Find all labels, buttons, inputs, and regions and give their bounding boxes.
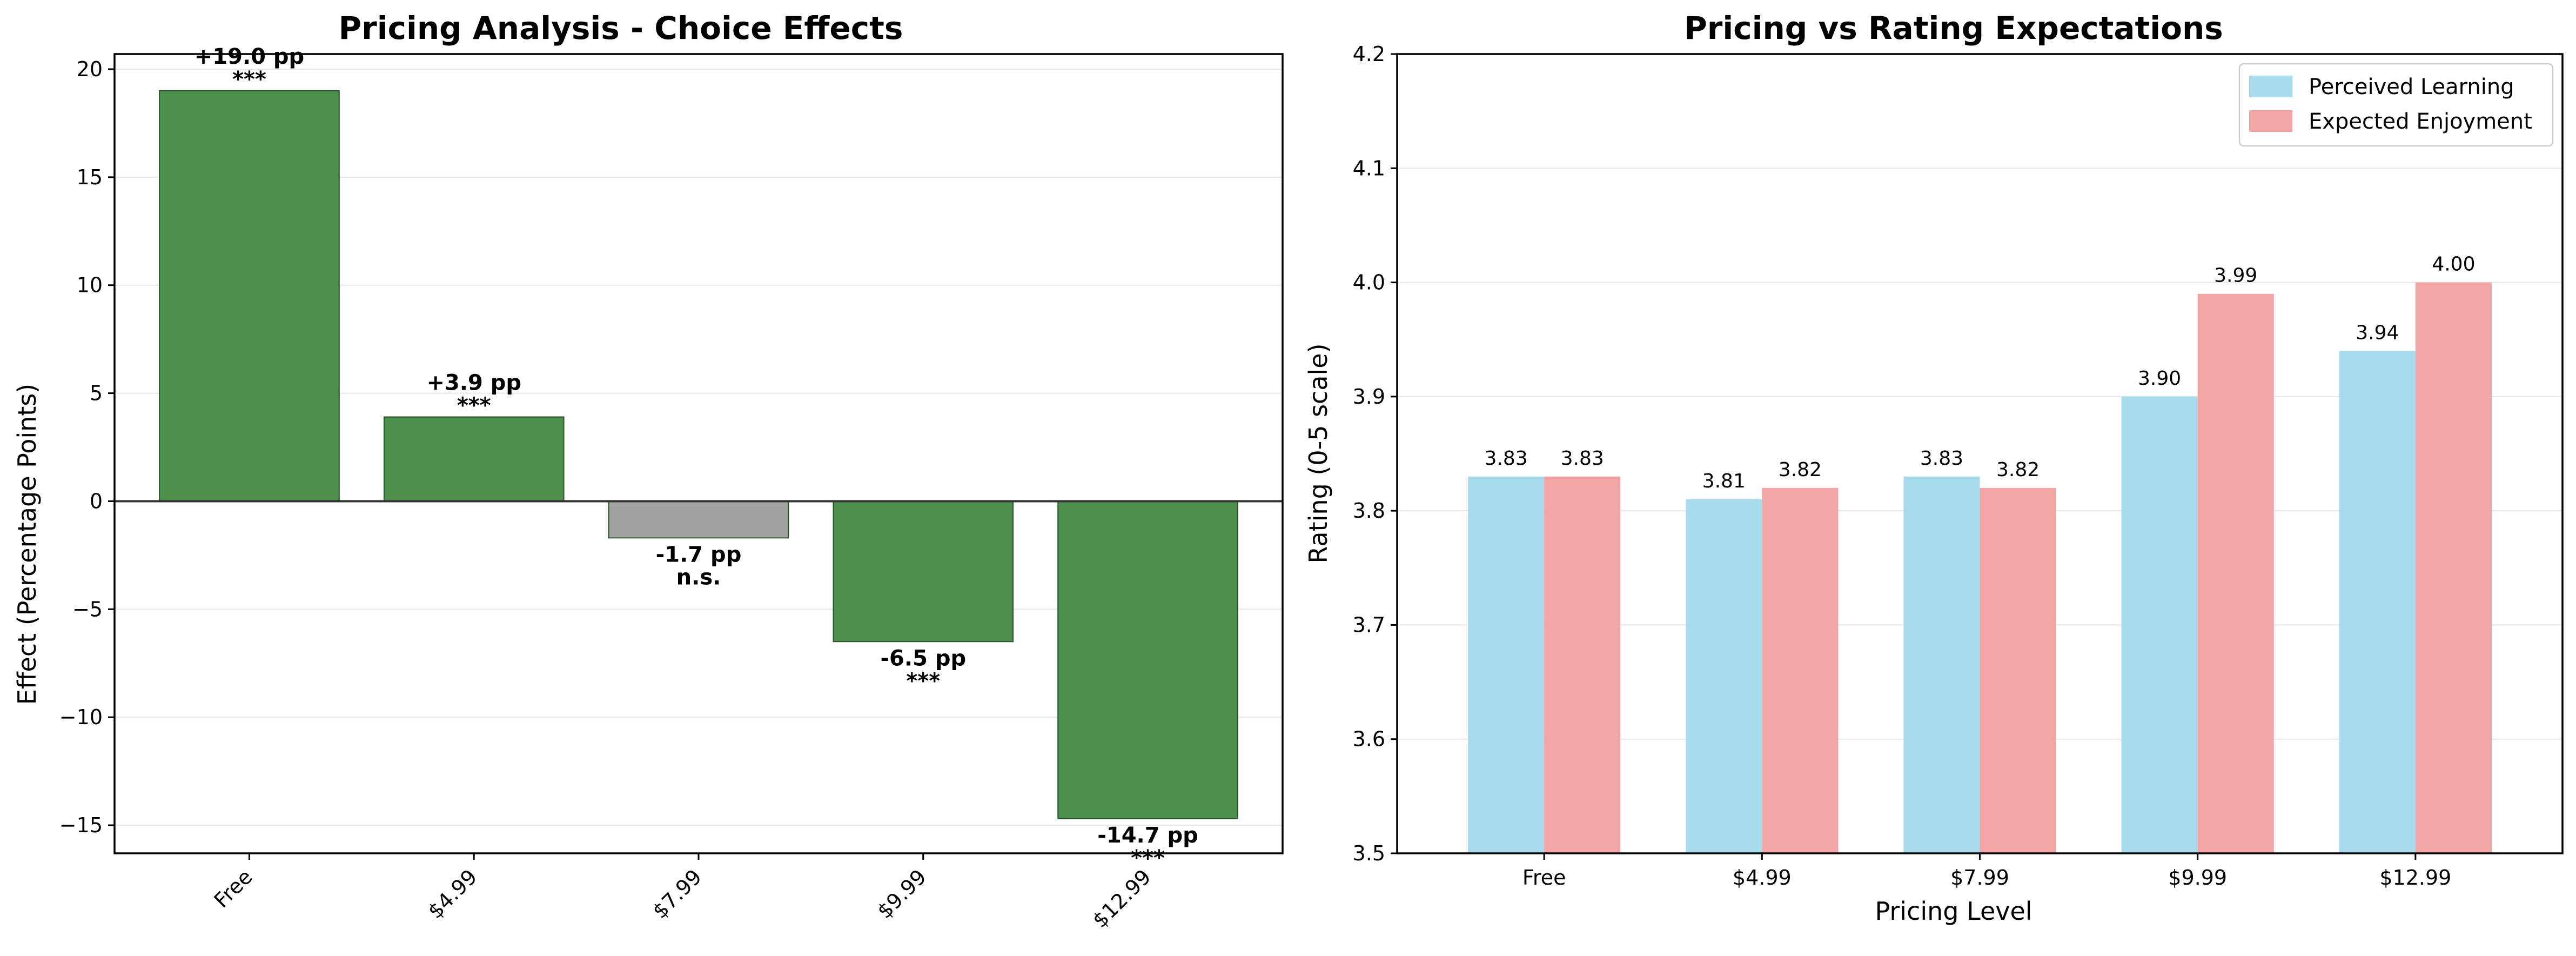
right-plot-frame — [1396, 53, 2564, 854]
y-tick-label: −5 — [72, 597, 103, 621]
left-bar-labels: +19.0 pp***+3.9 pp***-1.7 ppn.s.-6.5 pp*… — [194, 44, 1198, 871]
left-y-ticks: −15 −10 −5 0 5 10 15 20 — [59, 57, 115, 837]
y-tick-label: 3.9 — [1353, 385, 1385, 409]
bar-perceived-learning — [2121, 396, 2198, 853]
x-tick-label: Free — [1522, 866, 1566, 890]
value-label: 3.90 — [2138, 367, 2181, 390]
value-label: -14.7 pp — [1097, 823, 1198, 848]
left-chart-title: Pricing Analysis - Choice Effects — [339, 10, 903, 46]
x-tick-label: $7.99 — [648, 865, 706, 923]
right-x-axis-label: Pricing Level — [1875, 897, 2032, 926]
right-y-axis-label: Rating (0-5 scale) — [1304, 343, 1333, 563]
x-tick-label: $4.99 — [424, 865, 482, 923]
bar-expected-enjoyment — [1544, 476, 1621, 853]
value-label: -1.7 pp — [656, 542, 742, 567]
bar — [608, 500, 789, 539]
value-label: 3.94 — [2356, 322, 2399, 344]
value-label: 3.83 — [1561, 447, 1604, 470]
left-bars — [115, 90, 1283, 820]
bar-perceived-learning — [1903, 476, 1980, 853]
y-tick-label: 5 — [90, 382, 103, 405]
legend-swatch — [2249, 76, 2292, 97]
y-tick-label: 3.5 — [1353, 841, 1385, 865]
y-tick-label: 3.7 — [1353, 613, 1385, 637]
left-y-axis-label: Effect (Percentage Points) — [12, 384, 42, 705]
right-legend: Perceived Learning Expected Enjoyment — [2238, 63, 2554, 147]
bar — [833, 500, 1014, 643]
significance-label: *** — [457, 393, 491, 418]
value-label: 3.82 — [1996, 459, 2040, 481]
x-tick-label: $12.99 — [2379, 866, 2451, 890]
right-chart-title: Pricing vs Rating Expectations — [1684, 10, 2223, 46]
y-tick-label: −15 — [59, 813, 103, 837]
x-tick-label: $7.99 — [1950, 866, 2009, 890]
significance-label: n.s. — [676, 565, 721, 590]
legend-label: Perceived Learning — [2309, 75, 2514, 99]
value-label: 3.99 — [2214, 265, 2257, 287]
right-bars — [1468, 282, 2492, 854]
y-tick-label: 4.2 — [1353, 42, 1385, 66]
bar-expected-enjoyment — [2415, 282, 2492, 853]
significance-label: *** — [906, 668, 940, 693]
x-tick-label: Free — [210, 865, 257, 912]
x-tick-label: $12.99 — [1088, 865, 1156, 932]
significance-label: *** — [232, 67, 266, 92]
y-tick-label: −10 — [59, 705, 103, 729]
right-y-ticks: 3.5 3.6 3.7 3.8 3.9 4.0 4.1 4.2 — [1353, 42, 1397, 865]
bar-expected-enjoyment — [1980, 487, 2056, 853]
bar — [383, 416, 565, 502]
y-tick-label: 4.1 — [1353, 156, 1385, 180]
value-label: 3.82 — [1779, 459, 1822, 481]
right-bar-labels: 3.83 3.83 3.81 3.82 3.83 3.82 3.90 3.99 3.94 4.00 — [1485, 253, 2476, 492]
x-tick-label: $9.99 — [873, 865, 931, 923]
legend-label: Expected Enjoyment — [2309, 109, 2532, 134]
rating-expectations-chart: Pricing vs Rating Expectations Rating (0… — [1304, 10, 2564, 926]
x-tick-label: $9.99 — [2168, 866, 2227, 890]
left-plot-frame — [113, 53, 1284, 854]
legend-swatch — [2249, 110, 2292, 132]
y-tick-label: 3.6 — [1353, 727, 1385, 751]
y-tick-label: 3.8 — [1353, 499, 1385, 523]
value-label: 3.83 — [1485, 447, 1528, 470]
bar-expected-enjoyment — [1762, 487, 1839, 853]
y-tick-label: 4.0 — [1353, 271, 1385, 295]
value-label: 3.83 — [1920, 447, 1963, 470]
value-label: -6.5 pp — [880, 646, 966, 671]
bar-perceived-learning — [2339, 351, 2416, 853]
y-tick-label: 15 — [77, 165, 103, 189]
bar-perceived-learning — [1468, 476, 1545, 853]
bar-expected-enjoyment — [2197, 293, 2274, 854]
legend-box — [2238, 63, 2554, 147]
left-x-ticks: Free $4.99 $7.99 $9.99 $12.99 — [210, 853, 1156, 932]
x-tick-label: $4.99 — [1733, 866, 1792, 890]
y-tick-label: 10 — [77, 273, 103, 297]
choice-effects-chart: Pricing Analysis - Choice Effects Effect… — [12, 10, 1284, 932]
right-x-ticks: Free $4.99 $7.99 $9.99 $12.99 — [1522, 853, 2451, 890]
value-label: +19.0 pp — [194, 44, 304, 69]
y-tick-label: 0 — [90, 489, 103, 513]
bar-perceived-learning — [1686, 499, 1762, 853]
value-label: 4.00 — [2432, 253, 2475, 276]
value-label: +3.9 pp — [426, 371, 521, 396]
bar — [159, 90, 340, 502]
bar — [1057, 500, 1238, 820]
value-label: 3.81 — [1702, 470, 1746, 492]
y-tick-label: 20 — [77, 57, 103, 81]
